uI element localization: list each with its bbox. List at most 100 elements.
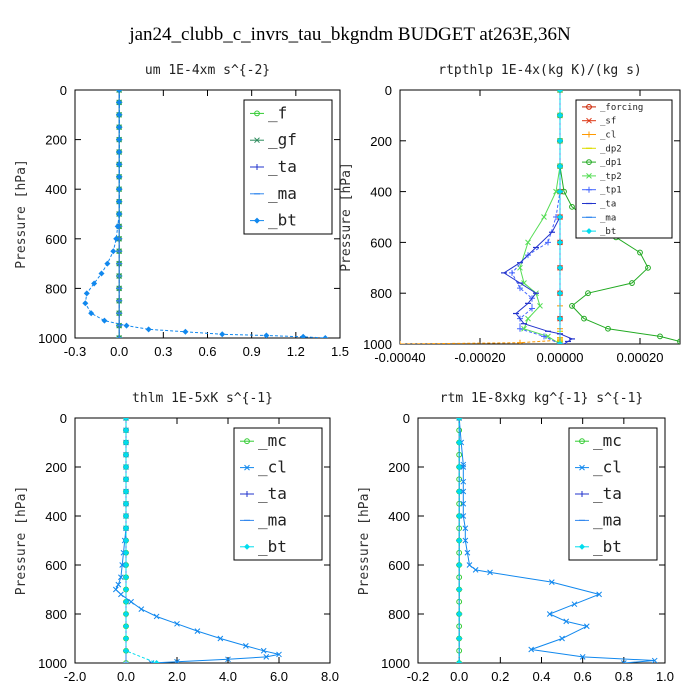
data-point [88, 310, 95, 317]
series-line [511, 90, 561, 344]
legend-label: _ta [593, 484, 622, 503]
data-point [116, 149, 123, 155]
data-point [517, 325, 523, 332]
data-point [82, 300, 89, 307]
y-tick-label: 400 [370, 185, 392, 200]
data-point [620, 660, 627, 663]
y-axis-label: Pressure [hPa] [14, 486, 29, 596]
x-tick-label: 0.8 [615, 669, 633, 684]
plot-frame [74, 417, 331, 664]
data-point [553, 188, 559, 195]
data-point [110, 248, 117, 255]
data-point [98, 270, 105, 277]
data-point [557, 315, 563, 322]
data-point [123, 647, 129, 654]
data-point [153, 613, 160, 620]
x-tick-label: 0.6 [574, 669, 592, 684]
data-point [569, 203, 575, 210]
y-tick-label: 0 [403, 411, 410, 426]
data-point [116, 111, 123, 118]
legend-label: _ta [258, 484, 287, 503]
data-point [153, 660, 160, 663]
data-point [244, 491, 250, 497]
data-point [563, 618, 570, 625]
y-tick-label: 0 [60, 83, 67, 98]
panel-3: thlm 1E-5xK s^{-1} Pressure [hPa] 0 200 400 6… [14, 391, 339, 684]
data-point [145, 326, 152, 333]
series-line [400, 90, 561, 344]
data-point [462, 537, 469, 544]
data-point [585, 290, 591, 297]
data-point [263, 332, 270, 338]
data-point [677, 338, 680, 344]
data-point [579, 464, 585, 471]
data-point [244, 438, 250, 445]
legend-label: _bt [600, 227, 616, 237]
legend-label: _cl [600, 131, 616, 141]
data-point [322, 335, 329, 338]
series-layer [400, 90, 680, 344]
y-tick-label: 400 [388, 509, 410, 524]
data-point [579, 654, 586, 660]
legend-label: _ma [268, 184, 297, 203]
x-tick-label: -2.0 [64, 669, 86, 684]
data-point [460, 488, 467, 495]
data-point [545, 239, 551, 246]
data-point [276, 651, 282, 658]
data-point [116, 161, 123, 168]
data-point [244, 543, 250, 550]
x-tick-label: -0.3 [64, 344, 86, 359]
legend-label: _mc [593, 431, 622, 450]
data-point [456, 439, 463, 446]
y-tick-label: 200 [370, 134, 392, 149]
x-tick-label: 0.00000 [537, 350, 584, 365]
data-point [174, 658, 180, 663]
y-tick-label: 200 [45, 133, 67, 148]
x-tick-label: 1.2 [287, 344, 305, 359]
x-tick-label: 0.9 [243, 344, 261, 359]
y-tick-label: 800 [45, 607, 67, 622]
legend-label: _dp2 [600, 144, 622, 154]
data-point [128, 598, 134, 605]
legend-label: _cl [593, 458, 622, 477]
data-point [557, 163, 563, 170]
y-tick-label: 0 [60, 411, 67, 426]
data-point [456, 660, 463, 663]
plot-frame [399, 89, 681, 345]
data-point [651, 657, 658, 663]
data-point [460, 500, 467, 507]
series-layer [456, 418, 658, 663]
y-tick-label: 800 [370, 286, 392, 301]
data-point [605, 325, 611, 332]
data-point [116, 335, 123, 338]
data-point [456, 537, 463, 544]
data-point [194, 628, 201, 635]
data-point [123, 549, 129, 556]
data-point [586, 159, 592, 166]
data-point [557, 341, 563, 344]
legend-label: _cl [258, 458, 287, 477]
x-tick-label: 0.0 [117, 669, 135, 684]
legend-label: _f [268, 103, 287, 122]
data-point [116, 136, 123, 143]
data-point [517, 339, 523, 344]
data-point [400, 341, 403, 344]
y-tick-label: 1000 [38, 331, 67, 346]
legend-label: _bt [593, 537, 622, 556]
legend-label: _ma [258, 510, 287, 529]
data-point [460, 464, 467, 470]
data-point [242, 642, 249, 649]
data-point [123, 537, 129, 544]
data-point [123, 586, 129, 593]
data-point [219, 331, 226, 338]
data-point [586, 104, 592, 110]
y-tick-label: 800 [388, 607, 410, 622]
data-point [525, 315, 531, 322]
legend-label: _ta [268, 157, 297, 176]
data-point [557, 264, 563, 271]
legend-label: _ma [593, 510, 622, 529]
panel-1: um 1E-4xm s^{-2} Pressure [hPa] 0 200 400 600… [14, 63, 349, 359]
data-point [456, 488, 463, 495]
data-point [123, 418, 129, 421]
y-tick-label: 400 [45, 182, 67, 197]
